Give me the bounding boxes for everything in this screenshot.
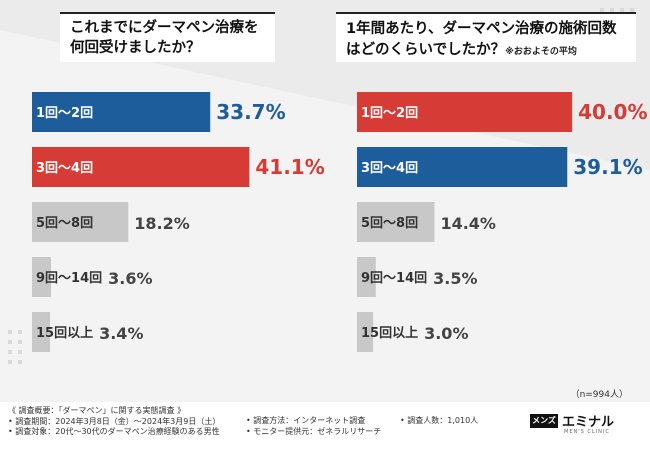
chart1-category-label-3: 5回～8回 xyxy=(36,216,93,231)
chart2-category-label-2: 3回～4回 xyxy=(361,161,418,176)
sample-size: （n=994人） xyxy=(570,390,628,400)
brand-logo: メンズ エミナル MEN'S CLINIC xyxy=(530,410,642,442)
chart1-bar-1 xyxy=(32,92,211,132)
chart2-category-label-3: 5回～8回 xyxy=(361,216,418,231)
survey-title: 《 調査概要：「ダーマペン」に関する実態調査 》 xyxy=(8,406,186,415)
survey-provider: • モニター提供元：ゼネラルリサーチ xyxy=(246,426,382,436)
chart2-bar-3 xyxy=(357,202,435,242)
chart2-bar-1 xyxy=(357,92,573,132)
chart2-value-label-1: 40.0% xyxy=(578,100,647,124)
brand-name: エミナル xyxy=(562,415,615,430)
chart1-category-label-1: 1回～2回 xyxy=(36,106,93,121)
chart1-value-label-2: 41.1% xyxy=(255,155,324,179)
survey-target: • 調査対象：20代～30代のダーマペン治療経験のある男性 xyxy=(8,427,220,436)
chart2-bar-4 xyxy=(357,257,376,297)
chart1-value-label-3: 18.2% xyxy=(134,214,190,233)
chart1-category-label-5: 15回以上 xyxy=(36,326,93,341)
chart1-bar-5 xyxy=(32,312,50,352)
survey-footer: 《 調査概要：「ダーマペン」に関する実態調査 》 • 調査期間：2024年3月8… xyxy=(0,402,650,450)
question-1-title: これまでにダーマペン治療を何回受けましたか？ xyxy=(70,20,259,56)
chart1-category-label-4: 9回～14回 xyxy=(36,271,102,286)
chart2-value-label-2: 39.1% xyxy=(573,155,642,179)
chart1-value-label-5: 3.4% xyxy=(99,324,143,343)
chart2-value-label-4: 3.5% xyxy=(433,269,477,288)
chart1-bar-4 xyxy=(32,257,52,297)
survey-method: • 調査方法：インターネット調査 xyxy=(246,416,366,425)
chart1-value-label-4: 3.6% xyxy=(108,269,152,288)
survey-period: • 調査期間：2024年3月8日（金）～2024年3月9日（土） xyxy=(8,416,221,426)
chart2-category-label-5: 15回以上 xyxy=(361,326,418,341)
brand-subtitle: MEN'S CLINIC xyxy=(564,429,610,435)
chart2-value-label-3: 14.4% xyxy=(440,214,496,233)
question-2-note: ※おおよその平均 xyxy=(505,47,577,57)
chart2-category-label-1: 1回～2回 xyxy=(361,106,418,121)
chart1-category-label-2: 3回～4回 xyxy=(36,161,93,176)
chart1-bar-3 xyxy=(32,202,129,242)
chart2-bar-2 xyxy=(357,147,568,187)
question-2-title: 1年間あたり、ダーマペン治療の施術回数はどのくらいでしたか？ xyxy=(346,21,617,58)
chart2-category-label-4: 9回～14回 xyxy=(361,271,427,286)
question-1-box: これまでにダーマペン治療を何回受けましたか？ xyxy=(60,12,275,62)
chart2-bar-5 xyxy=(357,312,374,352)
brand-badge: メンズ xyxy=(530,414,558,428)
chart1-value-label-1: 33.7% xyxy=(216,100,285,124)
chart1-bar-2 xyxy=(32,147,250,187)
question-2-box: 1年間あたり、ダーマペン治療の施術回数はどのくらいでしたか？※おおよその平均 xyxy=(336,12,636,62)
survey-respondents: • 調査人数：1,010人 xyxy=(400,416,479,425)
chart2-value-label-5: 3.0% xyxy=(424,324,468,343)
